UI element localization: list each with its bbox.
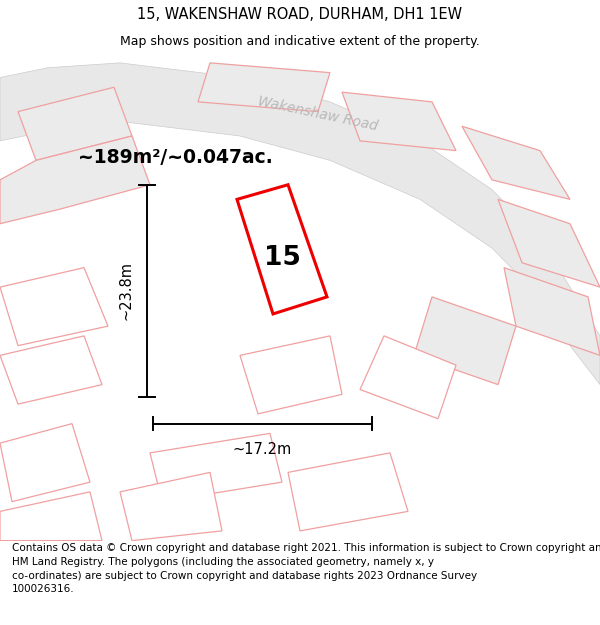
- Polygon shape: [198, 63, 330, 112]
- Polygon shape: [0, 336, 102, 404]
- Text: ~189m²/~0.047ac.: ~189m²/~0.047ac.: [78, 148, 273, 168]
- Text: 15: 15: [263, 245, 301, 271]
- Polygon shape: [0, 63, 600, 384]
- Polygon shape: [0, 492, 102, 541]
- Polygon shape: [342, 92, 456, 151]
- Text: Wakenshaw Road: Wakenshaw Road: [257, 94, 379, 134]
- Text: Map shows position and indicative extent of the property.: Map shows position and indicative extent…: [120, 35, 480, 48]
- Polygon shape: [240, 336, 342, 414]
- Polygon shape: [462, 126, 570, 199]
- Polygon shape: [120, 472, 222, 541]
- Polygon shape: [0, 268, 108, 346]
- Polygon shape: [414, 297, 516, 384]
- Polygon shape: [360, 336, 456, 419]
- Text: Contains OS data © Crown copyright and database right 2021. This information is : Contains OS data © Crown copyright and d…: [12, 544, 600, 594]
- Polygon shape: [237, 185, 327, 314]
- Polygon shape: [498, 199, 600, 287]
- Text: 15, WAKENSHAW ROAD, DURHAM, DH1 1EW: 15, WAKENSHAW ROAD, DURHAM, DH1 1EW: [137, 8, 463, 22]
- Polygon shape: [288, 453, 408, 531]
- Polygon shape: [0, 424, 90, 502]
- Polygon shape: [150, 433, 282, 502]
- Polygon shape: [504, 268, 600, 356]
- Text: ~17.2m: ~17.2m: [233, 442, 292, 457]
- Text: ~23.8m: ~23.8m: [119, 261, 134, 320]
- Polygon shape: [0, 136, 150, 224]
- Polygon shape: [18, 88, 132, 161]
